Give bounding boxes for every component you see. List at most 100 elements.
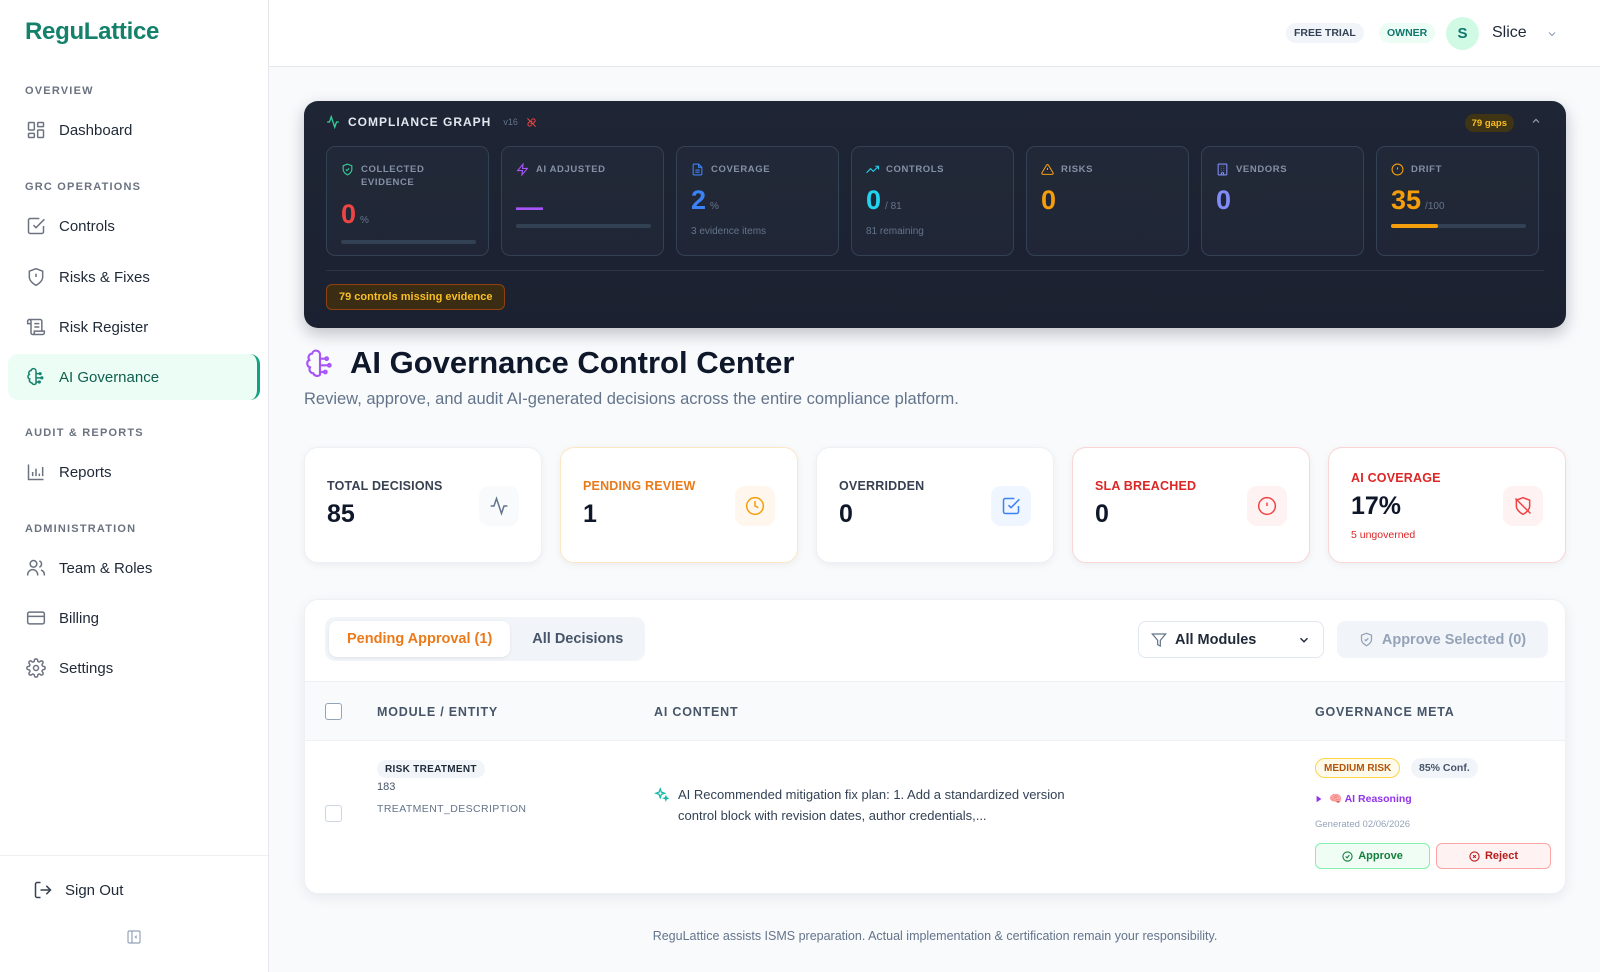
sidebar-item-reports[interactable]: Reports bbox=[8, 449, 260, 495]
decision-tabs: Pending Approval (1) All Decisions bbox=[325, 617, 646, 661]
document-icon bbox=[691, 163, 705, 177]
gaps-badge: 79 gaps bbox=[1464, 114, 1514, 132]
column-header-ai-content: AI CONTENT bbox=[654, 705, 739, 719]
compliance-graph-title: COMPLIANCE GRAPH bbox=[348, 115, 492, 129]
metric-progress-bar bbox=[516, 224, 651, 228]
brain-icon bbox=[304, 348, 336, 380]
shield-alert-icon bbox=[25, 266, 47, 288]
decisions-panel: Pending Approval (1) All Decisions All M… bbox=[304, 599, 1566, 894]
clock-icon bbox=[735, 486, 775, 526]
stat-card-ai-coverage: AI COVERAGE 17% 5 ungoverned bbox=[1328, 447, 1566, 563]
stat-value: 0 bbox=[1095, 500, 1109, 528]
metric-controls: CONTROLS 0/ 81 81 remaining bbox=[851, 146, 1014, 256]
metric-unit: % bbox=[710, 201, 719, 212]
stat-label: AI COVERAGE bbox=[1351, 471, 1441, 485]
reject-label: Reject bbox=[1484, 850, 1519, 862]
approve-button[interactable]: Approve bbox=[1315, 843, 1430, 869]
confidence-badge: 85% Conf. bbox=[1411, 758, 1478, 778]
sidebar-item-label: Risk Register bbox=[59, 318, 149, 336]
sidebar-item-settings[interactable]: Settings bbox=[8, 645, 260, 691]
graph-version: v16 bbox=[503, 117, 518, 127]
metric-value: 35 bbox=[1391, 185, 1422, 215]
ai-content-text[interactable]: AI Recommended mitigation fix plan: 1. A… bbox=[678, 787, 1065, 823]
sidebar-item-label: Team & Roles bbox=[59, 559, 153, 577]
section-grc-operations: GRC OPERATIONS bbox=[25, 181, 142, 193]
collapse-graph-button[interactable] bbox=[1530, 114, 1542, 132]
credit-card-icon bbox=[25, 607, 47, 629]
ai-reasoning-toggle[interactable]: 🧠 AI Reasoning bbox=[1315, 792, 1412, 805]
metric-unit: /100 bbox=[1425, 201, 1445, 212]
chevron-down-icon bbox=[1300, 637, 1308, 643]
reject-button[interactable]: Reject bbox=[1436, 843, 1551, 869]
graph-divider bbox=[326, 270, 1544, 271]
sidebar-item-label: Controls bbox=[59, 217, 115, 235]
stat-card-overridden: OVERRIDDEN 0 bbox=[816, 447, 1054, 563]
metric-coverage: COVERAGE 2% 3 evidence items bbox=[676, 146, 839, 256]
metric-label: AI ADJUSTED bbox=[536, 164, 606, 175]
sidebar-item-controls[interactable]: Controls bbox=[8, 203, 260, 249]
shield-check-icon bbox=[341, 163, 355, 177]
chevron-down-icon bbox=[1548, 32, 1556, 37]
sidebar-item-team-roles[interactable]: Team & Roles bbox=[8, 545, 260, 591]
drift-progress-bar bbox=[1391, 224, 1526, 228]
collapse-sidebar-button[interactable] bbox=[124, 927, 144, 947]
trending-up-icon bbox=[866, 163, 880, 177]
approve-label: Approve bbox=[1358, 850, 1403, 862]
app-logo[interactable]: ReguLattice bbox=[25, 18, 160, 45]
avatar[interactable]: S bbox=[1446, 17, 1479, 50]
metric-drift: DRIFT 35/100 bbox=[1376, 146, 1539, 256]
stat-value: 1 bbox=[583, 500, 597, 528]
module-filter-value: All Modules bbox=[1175, 631, 1257, 648]
metric-label: COLLECTED EVIDENCE bbox=[361, 164, 425, 188]
ai-reasoning-label: 🧠 AI Reasoning bbox=[1329, 793, 1412, 805]
stat-value: 0 bbox=[839, 500, 853, 528]
alert-circle-icon bbox=[1247, 486, 1287, 526]
checkbox-icon bbox=[991, 486, 1031, 526]
stat-card-sla-breached: SLA BREACHED 0 bbox=[1072, 447, 1310, 563]
risk-level-badge: MEDIUM RISK bbox=[1315, 758, 1401, 778]
dashboard-icon bbox=[25, 119, 47, 141]
sidebar-item-risks-fixes[interactable]: Risks & Fixes bbox=[8, 254, 260, 300]
activity-icon bbox=[479, 486, 519, 526]
sidebar-item-dashboard[interactable]: Dashboard bbox=[8, 107, 260, 153]
metric-progress-bar bbox=[341, 240, 476, 244]
activity-icon bbox=[327, 115, 339, 129]
generated-date: Generated 02/06/2026 bbox=[1315, 819, 1411, 830]
bar-chart-icon bbox=[25, 461, 47, 483]
missing-evidence-badge[interactable]: 79 controls missing evidence bbox=[326, 284, 506, 310]
metric-unit: % bbox=[360, 215, 369, 226]
metric-unit: / 81 bbox=[885, 201, 902, 212]
module-filter-select[interactable]: All Modules bbox=[1138, 621, 1324, 658]
sidebar-collapse-icon bbox=[127, 930, 141, 944]
select-all-checkbox[interactable] bbox=[325, 703, 342, 720]
role-badge: OWNER bbox=[1379, 23, 1436, 43]
check-circle-icon bbox=[1342, 850, 1353, 862]
approve-selected-button[interactable]: Approve Selected (0) bbox=[1337, 621, 1548, 658]
sidebar-item-billing[interactable]: Billing bbox=[8, 595, 260, 641]
column-header-governance-meta: GOVERNANCE META bbox=[1315, 705, 1455, 719]
gear-icon bbox=[25, 657, 47, 679]
sidebar-item-label: Billing bbox=[59, 609, 100, 627]
metric-vendors: VENDORS 0 bbox=[1201, 146, 1364, 256]
logout-icon bbox=[33, 880, 53, 900]
brain-icon bbox=[25, 366, 47, 388]
metric-value: 0 bbox=[1216, 185, 1232, 215]
sidebar-item-risk-register[interactable]: Risk Register bbox=[8, 304, 260, 350]
user-menu-button[interactable] bbox=[1546, 27, 1558, 45]
user-name[interactable]: Slice bbox=[1492, 24, 1527, 41]
metric-value: 0 bbox=[866, 185, 882, 215]
tab-pending-approval[interactable]: Pending Approval (1) bbox=[329, 621, 511, 657]
tab-all-decisions[interactable]: All Decisions bbox=[532, 631, 624, 647]
sidebar-item-ai-governance[interactable]: AI Governance bbox=[8, 354, 260, 400]
page-subtitle: Review, approve, and audit AI-generated … bbox=[304, 390, 959, 408]
row-checkbox[interactable] bbox=[325, 805, 342, 822]
sidebar-item-label: Settings bbox=[59, 659, 114, 677]
metric-label: VENDORS bbox=[1236, 164, 1288, 175]
stat-card-pending-review: PENDING REVIEW 1 bbox=[560, 447, 798, 563]
bolt-icon bbox=[516, 163, 530, 177]
caret-right-icon bbox=[1316, 795, 1322, 802]
section-overview: OVERVIEW bbox=[25, 85, 94, 97]
sign-out-button[interactable]: Sign Out bbox=[33, 880, 123, 900]
link-off-icon bbox=[526, 117, 536, 127]
metric-risks: RISKS 0 bbox=[1026, 146, 1189, 256]
